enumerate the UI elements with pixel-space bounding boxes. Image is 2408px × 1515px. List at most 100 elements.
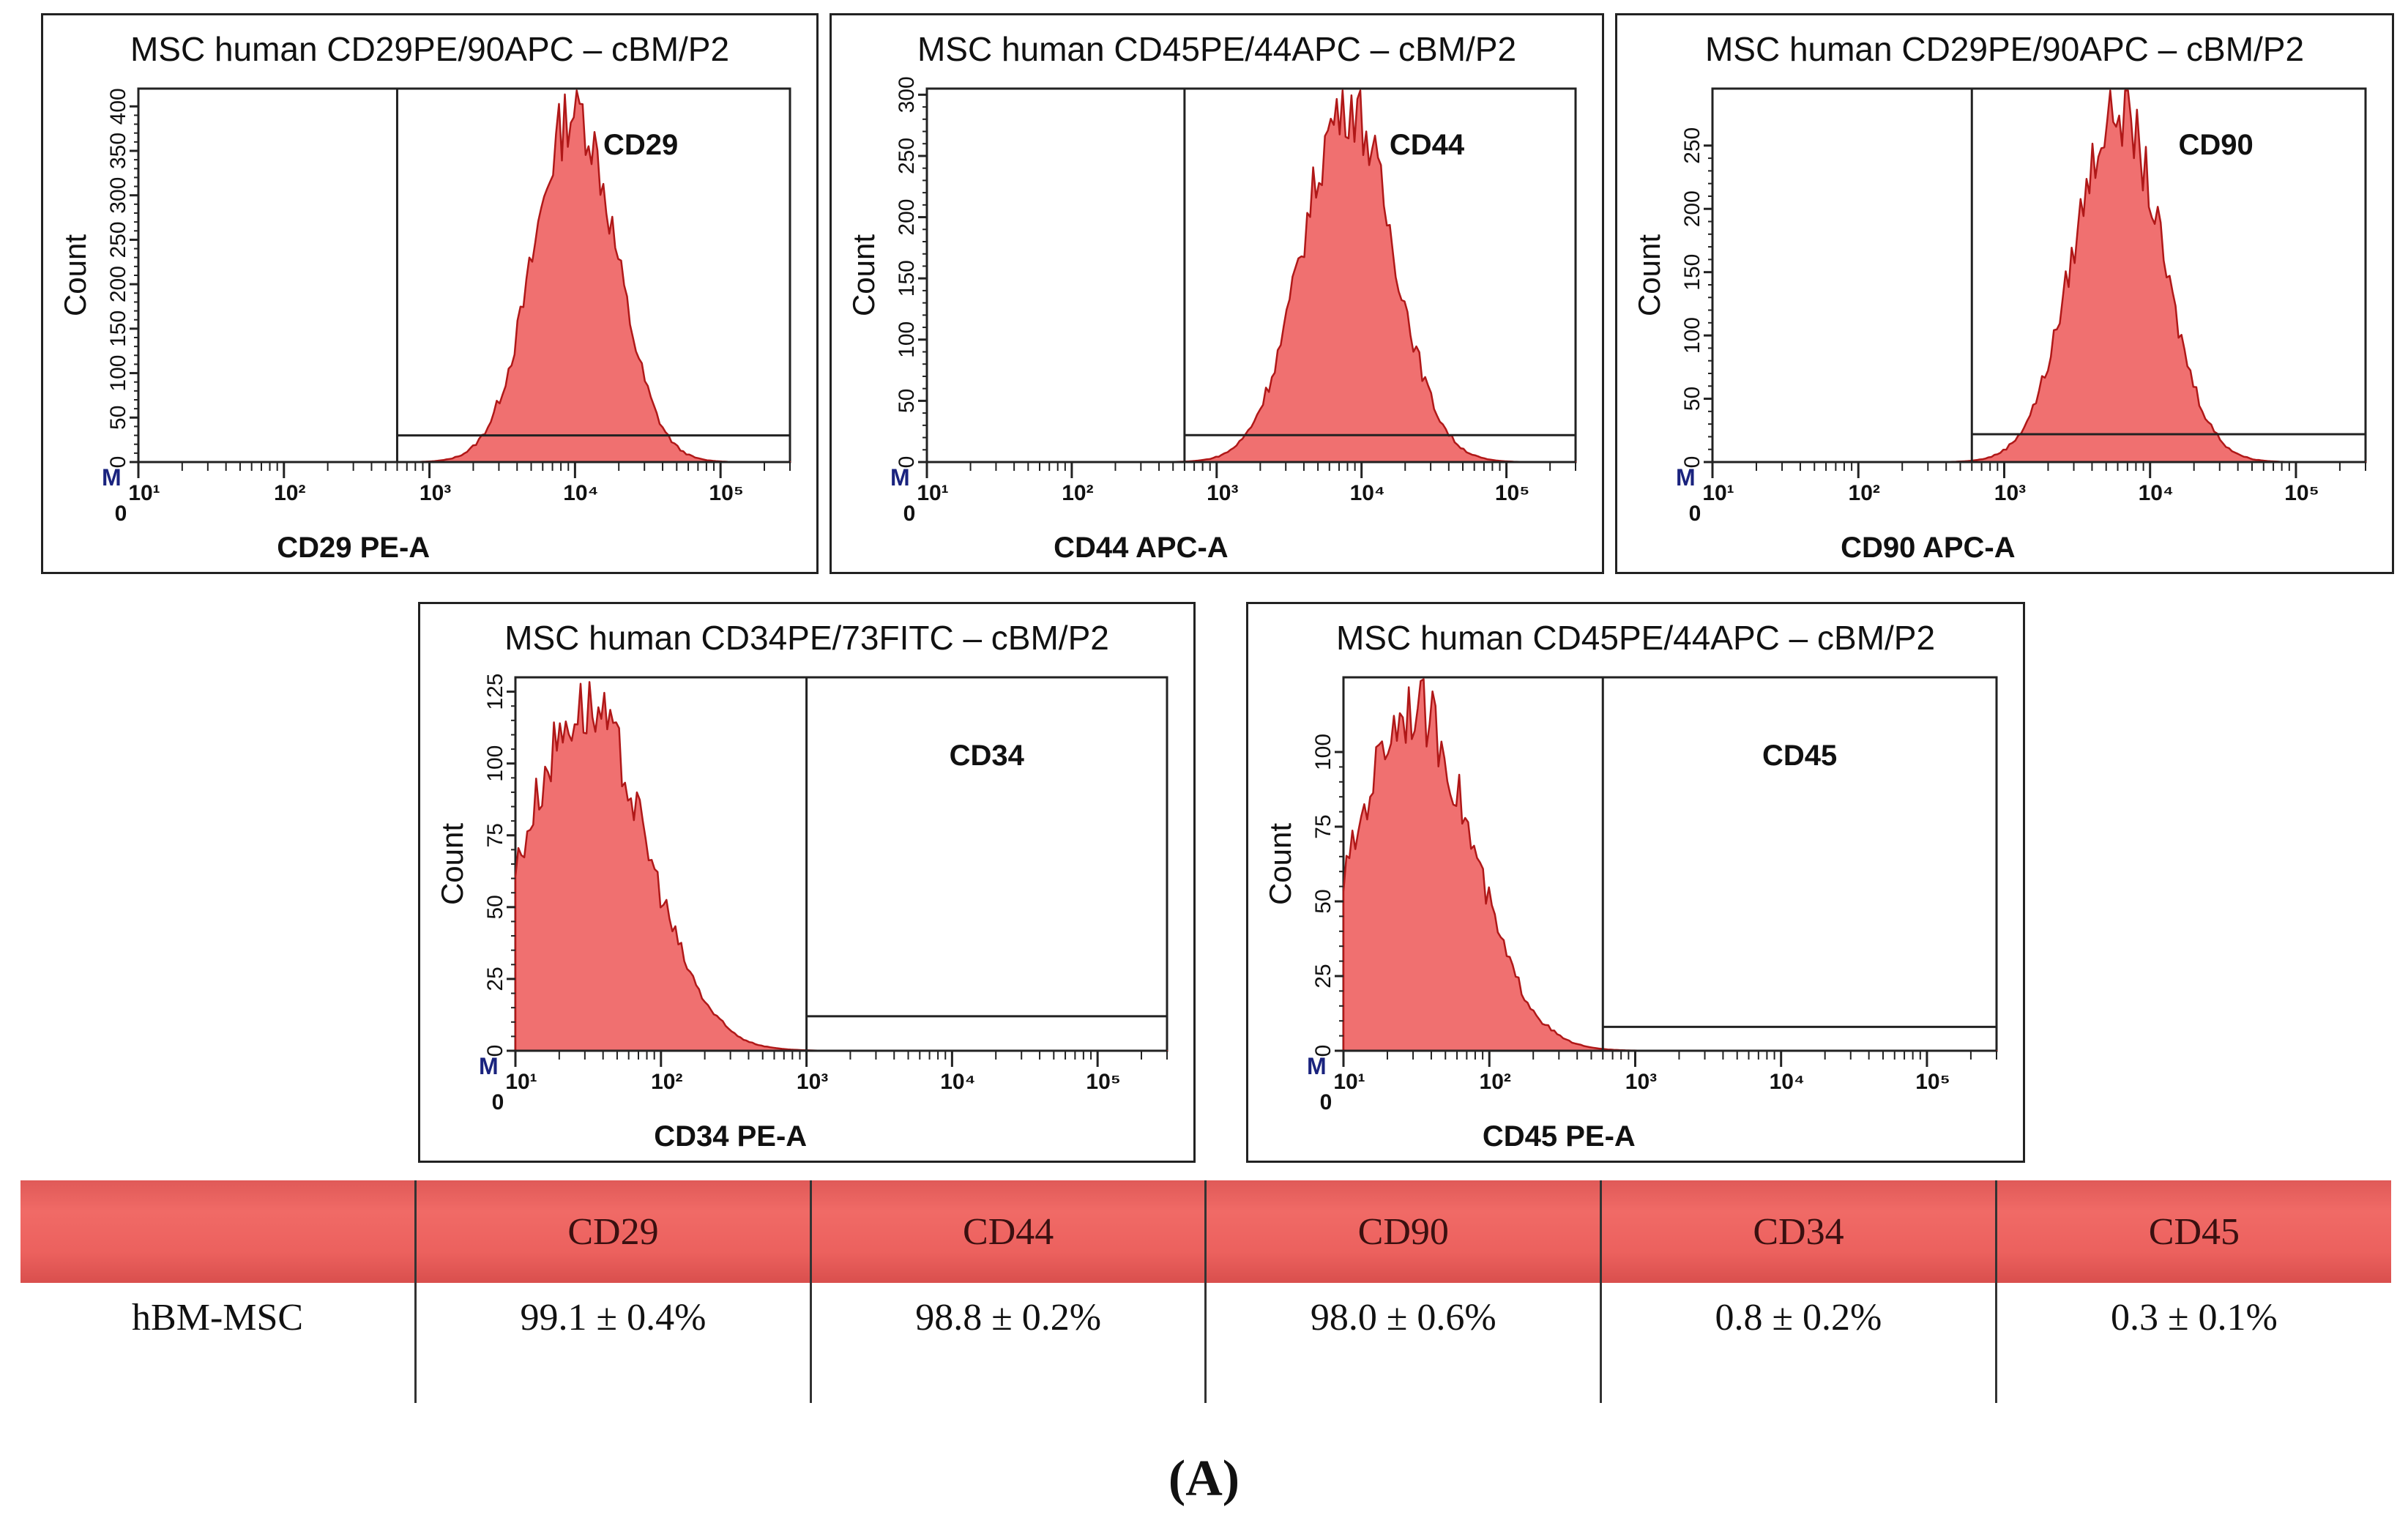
- histogram-cd90: MSC human CD29PE/90APC – cBM/P2 CD90 0 50 10…: [1617, 15, 2392, 572]
- table-header-cell: CD44: [810, 1180, 1206, 1283]
- y-tick-label: 100: [1311, 734, 1335, 770]
- y-tick-label: 350: [106, 133, 130, 169]
- y-tick-label: 50: [106, 406, 130, 430]
- x-tick-label: 10¹: [1702, 481, 1734, 505]
- table-header-cell: CD90: [1206, 1180, 1601, 1283]
- x-tick-label: 10³: [797, 1070, 828, 1094]
- x-tick-label: 10⁵: [1086, 1070, 1120, 1094]
- table-row: hBM-MSC 99.1 ± 0.4% 98.8 ± 0.2% 98.0 ± 0…: [20, 1283, 2391, 1403]
- y-tick-label: 25: [483, 967, 507, 991]
- x-tick-label: 10¹: [505, 1070, 537, 1094]
- x-tick-label: 10¹: [1333, 1070, 1365, 1094]
- x-tick-label: 10⁵: [1915, 1070, 1950, 1094]
- y-tick-label: 150: [1680, 254, 1704, 291]
- y-tick-label: 200: [106, 266, 130, 302]
- y-tick-label: 300: [895, 76, 919, 113]
- plot-frame: [927, 89, 1576, 462]
- chart-title: MSC human CD34PE/73FITC – cBM/P2: [504, 619, 1109, 657]
- table-cell: 98.8 ± 0.2%: [810, 1283, 1206, 1403]
- x-tick-label: 10³: [420, 481, 451, 505]
- y-tick-label: 50: [1311, 889, 1335, 913]
- y-tick-label: 100: [895, 321, 919, 358]
- chart-title: MSC human CD29PE/90APC – cBM/P2: [130, 30, 729, 68]
- x-axis-label: CD90 APC-A: [1841, 532, 2016, 564]
- axis-m-marker: M: [1307, 1053, 1327, 1079]
- y-tick-label: 150: [106, 310, 130, 347]
- table-header-cell: CD29: [416, 1180, 811, 1283]
- histogram-cd44: MSC human CD45PE/44APC – cBM/P2 CD44 0 50 10…: [832, 15, 1602, 572]
- x-tick-label: 10³: [1625, 1070, 1657, 1094]
- y-tick-label: 150: [895, 260, 919, 297]
- figure-caption: (A): [0, 1450, 2408, 1508]
- y-axis-label: Count: [846, 234, 881, 316]
- y-axis-label: Count: [435, 823, 469, 905]
- y-axis-label: Count: [1632, 234, 1666, 316]
- table-cell: 0.8 ± 0.2%: [1601, 1283, 1997, 1403]
- x-tick-label: 10¹: [128, 481, 160, 505]
- axis-m-marker: M: [890, 464, 910, 491]
- x-tick-label: 10³: [1207, 481, 1238, 505]
- y-tick-label: 50: [483, 895, 507, 919]
- x-tick-label: 10⁴: [2139, 481, 2174, 505]
- histogram-area: [927, 91, 1576, 463]
- table-cell: 99.1 ± 0.4%: [416, 1283, 811, 1403]
- x-tick-label: 10⁴: [1350, 481, 1385, 505]
- x-tick-label: 10³: [1994, 481, 2026, 505]
- histogram-area: [1343, 680, 1997, 1051]
- x-tick-label: 10⁴: [940, 1070, 975, 1094]
- histogram-cd34: MSC human CD34PE/73FITC – cBM/P2 CD34 0 25 5…: [420, 604, 1193, 1161]
- table-header-cell: CD45: [1996, 1180, 2391, 1283]
- x-tick-label: 10²: [1480, 1070, 1511, 1094]
- histogram-area: [138, 91, 790, 462]
- gate-marker-label: CD34: [950, 740, 1025, 772]
- x-tick-label: 10²: [274, 481, 305, 505]
- table-header-cell: CD34: [1601, 1180, 1997, 1283]
- table-cell: 0.3 ± 0.1%: [1996, 1283, 2391, 1403]
- axis-m-marker: M: [479, 1053, 499, 1079]
- x-tick-label: 10²: [651, 1070, 682, 1094]
- y-tick-label: 250: [106, 221, 130, 258]
- histogram-area: [1712, 91, 2366, 462]
- x-axis-label: CD29 PE-A: [277, 532, 430, 564]
- chart-title: MSC human CD45PE/44APC – cBM/P2: [1336, 619, 1935, 657]
- y-tick-label: 75: [1311, 814, 1335, 838]
- gate-marker-label: CD44: [1390, 129, 1465, 161]
- summary-table: CD29 CD44 CD90 CD34 CD45 hBM-MSC 99.1 ± …: [20, 1180, 2391, 1403]
- histogram-panel-cd44: MSC human CD45PE/44APC – cBM/P2 CD44 0 50 10…: [830, 13, 1604, 574]
- x-tick-label: 10⁴: [1770, 1070, 1805, 1094]
- y-tick-label: 200: [1680, 190, 1704, 227]
- y-tick-label: 75: [483, 823, 507, 847]
- x-axis-label: CD44 APC-A: [1054, 532, 1229, 564]
- chart-title: MSC human CD45PE/44APC – cBM/P2: [917, 30, 1516, 68]
- axis-zero-label: 0: [492, 1090, 504, 1114]
- histogram-panel-cd45: MSC human CD45PE/44APC – cBM/P2 CD45 0 25 50…: [1246, 602, 2025, 1163]
- x-axis-label: CD45 PE-A: [1483, 1120, 1636, 1153]
- y-tick-label: 400: [106, 88, 130, 124]
- y-axis-label: Count: [1263, 823, 1297, 905]
- histogram-cd45: MSC human CD45PE/44APC – cBM/P2 CD45 0 25 50…: [1248, 604, 2023, 1161]
- histogram-panel-cd90: MSC human CD29PE/90APC – cBM/P2 CD90 0 50 10…: [1615, 13, 2394, 574]
- histogram-area: [515, 682, 1167, 1051]
- y-tick-label: 25: [1311, 964, 1335, 988]
- axis-zero-label: 0: [903, 502, 916, 526]
- histogram-panel-cd34: MSC human CD34PE/73FITC – cBM/P2 CD34 0 25 5…: [418, 602, 1196, 1163]
- x-tick-label: 10⁵: [709, 481, 743, 505]
- y-axis-label: Count: [58, 234, 92, 316]
- y-tick-label: 50: [895, 389, 919, 413]
- y-tick-label: 250: [1680, 127, 1704, 164]
- y-tick-label: 50: [1680, 387, 1704, 411]
- y-tick-label: 100: [1680, 317, 1704, 354]
- x-tick-label: 10²: [1849, 481, 1880, 505]
- histogram-panel-cd29: MSC human CD29PE/90APC – cBM/P2 CD29 0 50 10…: [41, 13, 819, 574]
- axis-zero-label: 0: [1320, 1090, 1332, 1114]
- gate-marker-label: CD45: [1762, 740, 1837, 772]
- y-tick-label: 200: [895, 199, 919, 236]
- x-tick-label: 10⁵: [1495, 481, 1529, 505]
- y-tick-label: 125: [483, 674, 507, 710]
- axis-zero-label: 0: [115, 502, 127, 526]
- axis-m-marker: M: [1676, 464, 1696, 491]
- y-tick-label: 250: [895, 138, 919, 174]
- axis-m-marker: M: [102, 464, 122, 491]
- gate-marker-label: CD29: [603, 129, 678, 161]
- gate-marker-label: CD90: [2179, 129, 2254, 161]
